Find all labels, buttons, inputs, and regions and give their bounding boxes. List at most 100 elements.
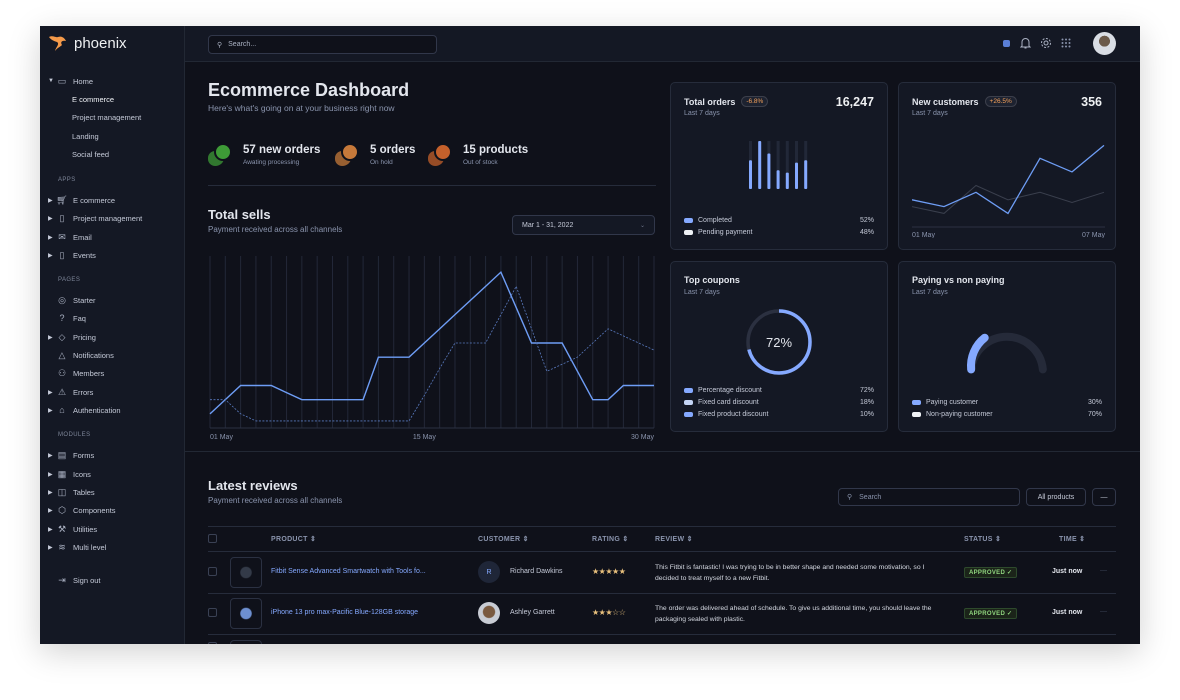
chevron-down-icon: ⌄ [639,222,645,229]
bar [804,160,808,189]
divider [208,185,656,186]
coupons-donut-chart [746,309,812,375]
sidebar-item-label: Faq [73,313,86,323]
x-tick-label: 01 May [912,232,935,238]
sidebar-item-tables[interactable]: ▶ ◫ Tables [48,486,95,498]
column-header-rating[interactable]: RATING ⇕ [592,535,629,543]
sidebar-item-label: Components [73,505,116,515]
row-checkbox[interactable] [208,567,217,576]
stat-value: 57 new orders [243,144,321,156]
all-products-button[interactable]: All products [1026,488,1086,506]
help-circle-icon: ? [59,313,65,323]
sidebar-item-members[interactable]: ⚇ Members [48,367,104,379]
column-header-review[interactable]: REVIEW ⇕ [655,535,693,543]
sidebar-item-e-commerce[interactable]: ▶ 🛒︎ E commerce [48,194,115,206]
sidebar-item-label: Pricing [73,332,96,342]
sort-icon: ⇕ [1076,536,1086,543]
sidebar-item-email[interactable]: ▶ ✉︎ Email [48,231,92,243]
sidebar-item-label: Forms [73,450,95,460]
legend-swatch [684,230,693,235]
sidebar-item-project-management[interactable]: ▶ ▯ Project management [48,212,142,224]
column-header-product[interactable]: PRODUCT ⇕ [271,535,316,543]
sidebar-item-icons[interactable]: ▶ ▦ Icons [48,468,91,480]
sidebar-item-label: Notifications [73,350,114,360]
row-actions-icon[interactable]: — [1100,608,1107,615]
bar [776,170,780,189]
sidebar-item-forms[interactable]: ▶ ▤ Forms [48,449,94,461]
user-avatar[interactable] [1093,32,1116,55]
sidebar-item-label: Home [73,76,94,86]
sidebar-heading-apps: APPS [58,177,76,183]
stat-label: Awating processing [243,159,300,166]
select-all-checkbox[interactable] [208,534,217,543]
sidebar-subitem-e-commerce[interactable]: E commerce [72,95,115,104]
customer-name[interactable]: Ashley Garrett [510,609,555,616]
row-checkbox[interactable] [208,608,217,617]
sidebar-item-events[interactable]: ▶ ▯ Events [48,249,96,261]
customer-name[interactable]: Richard Dawkins [510,568,563,575]
product-thumbnail[interactable] [230,640,262,644]
sidebar-subitem-landing[interactable]: Landing [72,131,99,141]
sidebar-item-multi-level[interactable]: ▶ ≋ Multi level [48,541,106,553]
column-label: RATING [592,536,621,543]
sidebar-item-authentication[interactable]: ▶ ⌂ Authentication [48,404,121,416]
review-time: Just now [1052,609,1083,616]
compass-icon: ◎ [58,294,66,305]
row-checkbox[interactable] [208,642,217,644]
sidebar-heading-modules: MODULES [58,432,91,438]
product-link[interactable]: iPhone 13 pro max-Pacific Blue-128GB sto… [271,609,419,616]
orders-bar-chart [749,141,808,189]
paying-card: Paying vs non paying Last 7 days Paying … [898,261,1116,432]
bar [767,153,771,189]
search-input[interactable]: ⚲ Search... [208,35,437,54]
legend-pending: Pending payment 48% [684,229,874,236]
sidebar-item-errors[interactable]: ▶ ⚠︎ Errors [48,386,93,398]
sidebar-item-faq[interactable]: ? Faq [48,312,86,324]
column-header-customer[interactable]: CUSTOMER ⇕ [478,535,529,543]
legend-pct: 18% [859,399,874,406]
customer-avatar [478,602,500,624]
product-thumbnail[interactable] [230,598,262,629]
cart-icon: 🛒︎ [56,194,68,205]
column-label: REVIEW [655,536,685,543]
column-header-time[interactable]: TIME ⇕ [1059,535,1085,543]
gear-icon[interactable] [1040,37,1052,49]
legend-swatch [912,412,921,417]
sidebar-subitem-project-management[interactable]: Project management [72,113,142,123]
check-icon: ✓ [1005,570,1013,576]
date-range-select[interactable]: Mar 1 - 31, 2022 ⌄ [512,215,655,235]
clipboard-icon: ▯ [59,249,65,260]
theme-toggle-icon[interactable] [1003,40,1010,47]
legend-item: Fixed card discount 18% [684,399,874,406]
column-label: PRODUCT [271,536,308,543]
sidebar-item-pricing[interactable]: ▶ ◇ Pricing [48,331,96,343]
caret-right-icon: ▶ [48,252,53,259]
legend-pct: 70% [1087,411,1102,418]
product-thumbnail[interactable] [230,557,262,588]
layers-icon: ≋ [58,541,66,552]
topbar: ⚲ Search... [185,26,1140,62]
row-actions-icon[interactable]: — [1100,567,1107,574]
stat-0: 57 new orders Awating processing [208,142,328,172]
file-text-icon: ▤ [57,449,67,460]
total-sells-chart: 01 May 15 May 30 May [209,256,655,441]
stop-icon [434,143,452,161]
reviews-subtitle: Payment received across all channels [208,496,343,505]
sidebar-item-notifications[interactable]: △ Notifications [48,349,114,361]
product-link[interactable]: Fitbit Sense Advanced Smartwatch with To… [271,568,426,575]
bell-icon[interactable] [1020,37,1031,49]
column-label: CUSTOMER [478,536,521,543]
sidebar-item-sign-out[interactable]: ⇥ Sign out [48,574,100,586]
donut-slice [746,309,812,375]
sidebar-item-starter[interactable]: ◎ Starter [48,294,95,306]
column-header-status[interactable]: STATUS ⇕ [964,535,1001,543]
more-button[interactable]: — [1092,488,1116,506]
apps-grid-icon[interactable] [1061,38,1071,48]
logo[interactable]: phoenix [48,34,127,52]
sidebar-subitem-social-feed[interactable]: Social feed [72,150,110,160]
sidebar-item-home[interactable]: ▼ ▭ Home [48,75,93,87]
legend-item: Paying customer 30% [912,399,1102,406]
reviews-search-input[interactable]: ⚲ Search [838,488,1020,506]
sidebar-item-components[interactable]: ▶ ⬡ Components [48,504,116,516]
sidebar-item-utilities[interactable]: ▶ ⚒︎ Utilities [48,523,97,535]
